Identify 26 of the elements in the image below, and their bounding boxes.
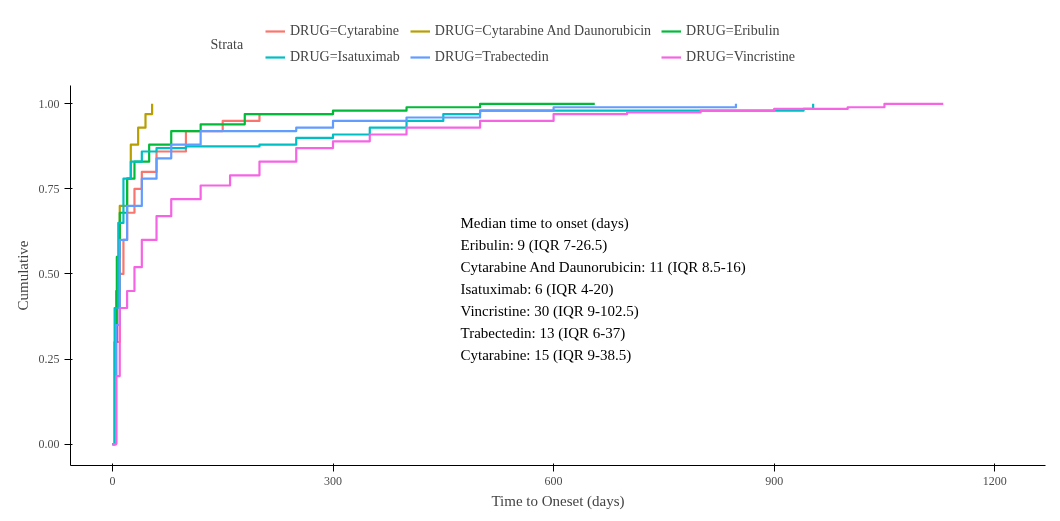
legend-label: DRUG=Vincristine [686,49,796,65]
annotation: Vincristine: 30 (IQR 9-102.5) [460,302,639,320]
y-axis-title: Cumulative [14,240,31,311]
legend-label: DRUG=Cytarabine [290,23,399,39]
x-axis-title: Time to Oneset (days) [491,492,625,510]
annotation: Eribulin: 9 (IQR 7-26.5) [460,236,608,254]
annotation: Cytarabine: 15 (IQR 9-38.5) [460,346,632,364]
annotation: Trabectedin: 13 (IQR 6-37) [460,324,626,342]
x-tick-label: 1200 [982,473,1007,488]
legend-label: DRUG=Cytarabine And Daunorubicin [434,23,652,39]
x-tick-label: 600 [544,473,563,488]
y-tick-label: 1.00 [38,96,60,111]
annotation: Cytarabine And Daunorubicin: 11 (IQR 8.5-16) [460,258,746,276]
x-tick-label: 0 [109,473,116,488]
annotation: Median time to onset (days) [460,214,629,232]
legend-label: DRUG=Isatuximab [290,49,400,65]
annotation: Isatuximab: 6 (IQR 4-20) [460,280,614,298]
x-tick-label: 300 [324,473,342,488]
y-tick-label: 0.25 [38,352,60,367]
y-tick-label: 0.75 [38,181,60,196]
y-tick-label: 0.50 [38,266,60,281]
legend-title: Strata [210,36,244,52]
legend-label: DRUG=Trabectedin [434,49,549,65]
y-tick-label: 0.00 [38,437,60,452]
legend-label: DRUG=Eribulin [686,23,780,39]
x-tick-label: 900 [765,473,784,488]
